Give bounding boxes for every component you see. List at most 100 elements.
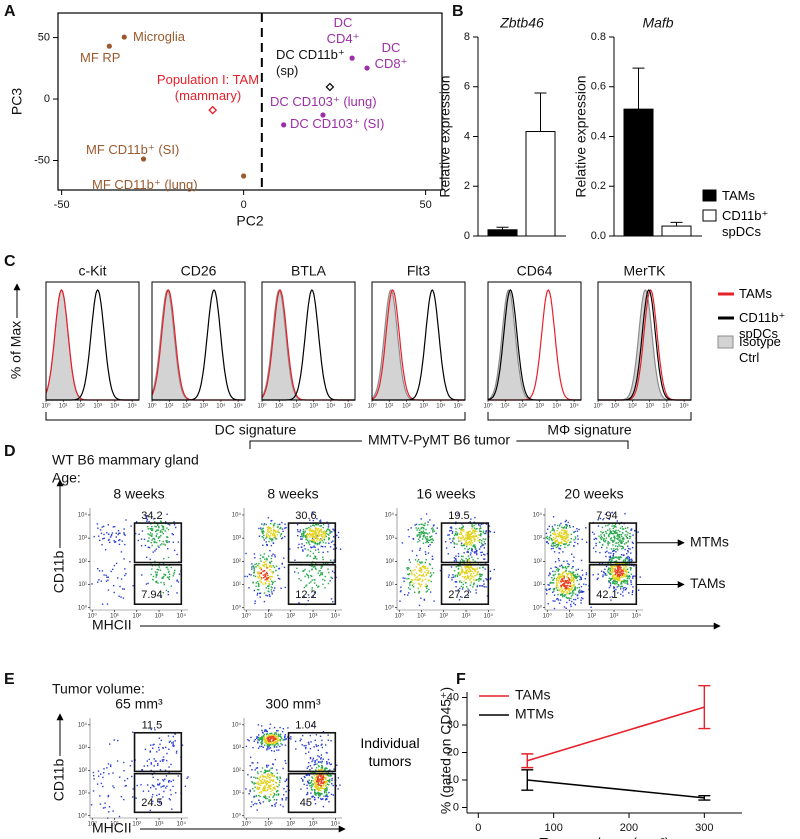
flow-event [160, 521, 163, 523]
flow-event [551, 539, 553, 542]
flow-event [273, 746, 276, 748]
flow-event [151, 535, 153, 537]
flow-event [564, 586, 567, 588]
flow-event [310, 525, 312, 527]
flow-event [620, 585, 623, 587]
flow-event [256, 736, 258, 738]
flow-event [301, 532, 303, 535]
flow-event [599, 537, 602, 539]
flow-event [331, 777, 333, 780]
flow-event [162, 785, 164, 788]
flow-event [267, 770, 269, 772]
flow-event [322, 787, 325, 790]
flow-event [264, 739, 266, 741]
flow-event [181, 744, 184, 746]
flow-event [305, 585, 307, 587]
flow-event [103, 537, 105, 539]
flow-event [619, 545, 621, 547]
point [140, 156, 147, 162]
flow-event [273, 726, 276, 729]
flow-event [311, 776, 313, 778]
legend-label: Isotype Ctrl [739, 334, 781, 365]
flow-event [468, 538, 471, 540]
flow-event [556, 579, 558, 582]
flow-event [314, 555, 316, 557]
flow-event [266, 745, 268, 747]
flow-event [448, 574, 450, 576]
flow-event [315, 549, 317, 551]
flow-event [602, 575, 604, 578]
flow-event [572, 577, 574, 579]
y-tick-label: 10⁰ [78, 812, 88, 819]
panel-letter: C [4, 253, 16, 270]
y-tick-label: 10¹ [232, 582, 241, 588]
gate-value: 30.6 [295, 510, 316, 522]
flow-event [266, 797, 268, 800]
flow-event [173, 549, 176, 552]
flow-event [317, 586, 319, 588]
flow-event [262, 787, 265, 790]
flow-event [573, 556, 575, 558]
flow-event [269, 736, 271, 739]
flow-event [605, 539, 607, 542]
flow-event [560, 581, 562, 583]
flow-event [265, 782, 267, 784]
flow-event [421, 575, 423, 577]
flow-event [171, 742, 173, 744]
flow-event [272, 739, 274, 742]
flow-event [568, 577, 571, 579]
flow-event [565, 543, 567, 545]
flow-event [616, 520, 618, 522]
flow-event [428, 588, 430, 591]
flow-event [314, 557, 316, 560]
flow-event [422, 535, 425, 537]
flow-event [610, 539, 612, 541]
flow-event [123, 528, 125, 530]
flow-event [270, 520, 272, 522]
flow-event [557, 597, 559, 600]
flow-event [266, 749, 268, 751]
flow-event [294, 559, 296, 561]
flow-event [460, 531, 462, 533]
flow-event [274, 775, 276, 778]
flow-event [425, 537, 427, 540]
gate-value: 24.5 [141, 797, 162, 809]
flow-event [609, 555, 611, 558]
flow-event [268, 585, 270, 587]
flow-event [309, 519, 311, 521]
flow-event [572, 577, 575, 580]
flow-event [562, 551, 564, 553]
flow-event [622, 540, 624, 542]
flow-event [261, 743, 263, 745]
flow-event [619, 537, 621, 539]
legend-label: CD11b⁺ spDCs [739, 310, 786, 341]
flow-event [255, 795, 257, 798]
flow-event [310, 565, 313, 567]
flow-event [622, 547, 624, 549]
x-tick-label: 0 [475, 822, 481, 834]
flow-event [272, 553, 274, 555]
flow-event [558, 543, 561, 545]
x-tick-label: 10⁴ [326, 403, 336, 410]
flow-event [285, 799, 287, 801]
flow-event [558, 548, 560, 550]
y-tick-label: 10² [232, 559, 241, 565]
flow-event [630, 573, 633, 575]
flow-event [322, 563, 325, 565]
flow-event [124, 568, 126, 570]
flow-event [317, 773, 319, 776]
flow-event [601, 532, 603, 534]
flow-event [618, 565, 620, 567]
flow-event [262, 790, 264, 792]
flow-event [581, 538, 583, 541]
histogram-frame [151, 281, 246, 401]
flow-event [260, 581, 263, 583]
x-tick-label: 10¹ [501, 404, 510, 410]
flow-event [258, 787, 260, 789]
flow-event [407, 594, 409, 596]
flow-event [557, 587, 559, 589]
flow-event [165, 775, 168, 777]
flow-event [420, 527, 423, 529]
flow-event [556, 540, 558, 542]
flow-event [132, 796, 134, 798]
